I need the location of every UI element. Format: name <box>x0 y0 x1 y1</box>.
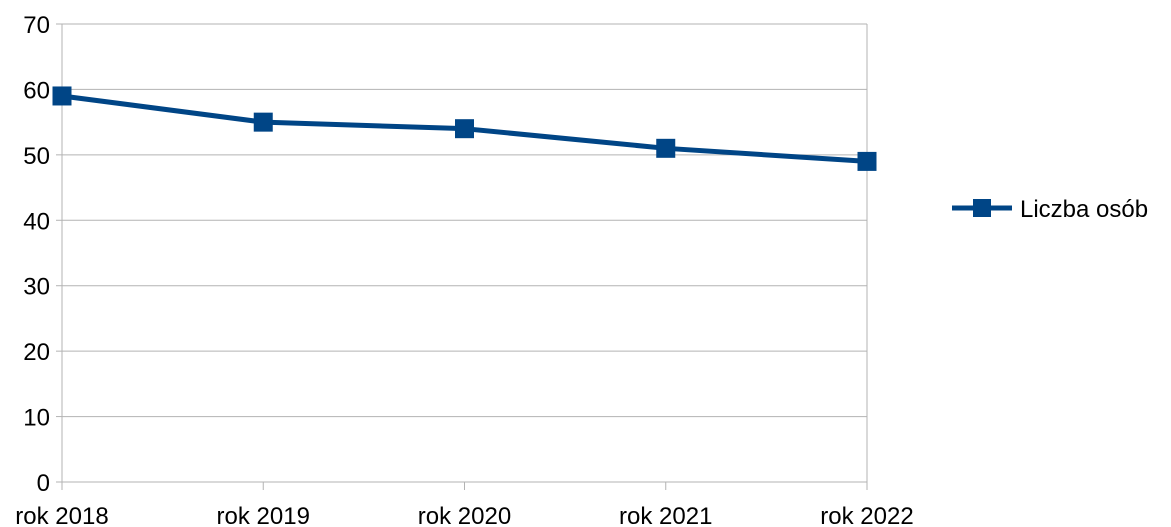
y-tick-label: 70 <box>23 12 50 39</box>
y-tick-label: 40 <box>23 208 50 235</box>
data-point <box>656 138 676 158</box>
y-tick-label: 50 <box>23 143 50 170</box>
data-point <box>857 151 877 171</box>
x-tick-label: rok 2022 <box>820 503 913 527</box>
data-point <box>253 112 273 132</box>
data-point <box>52 86 72 106</box>
legend: Liczba osób <box>952 196 1148 223</box>
legend-label: Liczba osób <box>1020 196 1148 223</box>
gridlines <box>62 23 867 418</box>
x-tick-label: rok 2019 <box>217 503 310 527</box>
y-tick-label: 0 <box>37 470 50 497</box>
legend-marker <box>973 199 991 217</box>
axes <box>56 23 868 490</box>
y-tick-label: 10 <box>23 405 50 432</box>
x-tick-label: rok 2021 <box>619 503 712 527</box>
x-tick-label: rok 2018 <box>15 503 108 527</box>
data-point <box>455 119 474 139</box>
y-tick-label: 20 <box>23 339 50 366</box>
y-tick-label: 60 <box>23 77 50 104</box>
series-layer <box>52 86 877 171</box>
y-tick-label: 30 <box>23 274 50 301</box>
x-tick-label: rok 2020 <box>418 503 511 527</box>
tick-labels: 0 10 20 30 40 50 60 70 rok 2018 rok 2019 rok 2020 r… <box>15 12 913 527</box>
